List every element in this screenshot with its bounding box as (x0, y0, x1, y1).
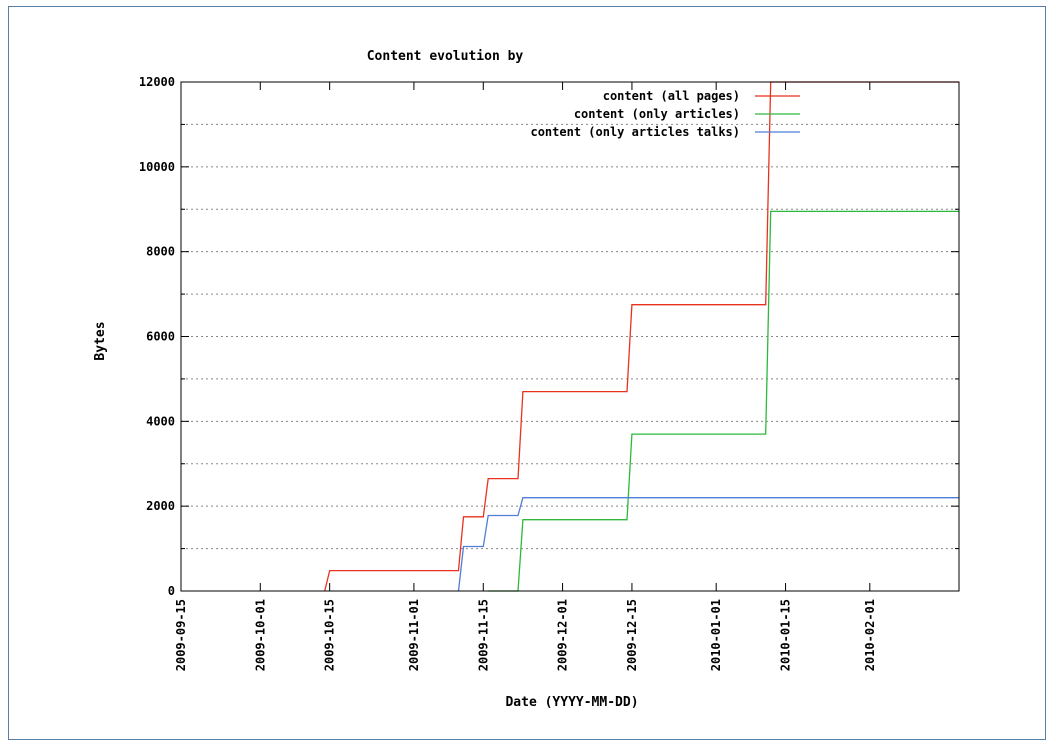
x-tick-label: 2009-11-01 (407, 599, 421, 671)
legend-label-1: content (all pages) (603, 89, 740, 103)
x-tick-label: 2010-02-01 (863, 599, 877, 671)
x-axis-label: Date (YYYY-MM-DD) (505, 695, 638, 710)
y-tick-label: 2000 (146, 499, 175, 513)
grid-layer (181, 123, 959, 550)
legend: content (all pages) content (only article… (530, 89, 800, 139)
x-tick-label: 2009-12-01 (556, 599, 570, 671)
x-tick-label: 2010-01-01 (709, 599, 723, 671)
legend-label-2: content (only articles) (574, 107, 740, 121)
y-tick-label: 0 (168, 584, 175, 598)
y-tick-label: 12000 (139, 75, 175, 89)
legend-label-3: content (only articles talks) (530, 125, 740, 139)
x-tick-label: 2009-09-15 (174, 599, 188, 671)
x-tick-label: 2010-01-15 (779, 599, 793, 671)
y-tick-label: 8000 (146, 245, 175, 259)
y-tick-label: 10000 (139, 160, 175, 174)
axis-layer: 0 2000 4000 6000 8000 10000 12000 2009-09-15 200… (139, 75, 960, 671)
y-tick-label: 4000 (146, 414, 175, 428)
series-line-1 (324, 81, 959, 592)
x-tick-label: 2009-10-01 (253, 599, 267, 671)
series-line-2 (488, 210, 959, 592)
y-tick-label: 6000 (146, 330, 175, 344)
chart-title: Content evolution by (367, 49, 524, 64)
series-layer (324, 81, 959, 592)
x-tick-label: 2009-12-15 (625, 599, 639, 671)
series-line-3 (457, 497, 959, 592)
y-axis-label: Bytes (93, 321, 108, 360)
x-tick-label: 2009-11-15 (476, 599, 490, 671)
x-tick-label: 2009-10-15 (323, 599, 337, 671)
